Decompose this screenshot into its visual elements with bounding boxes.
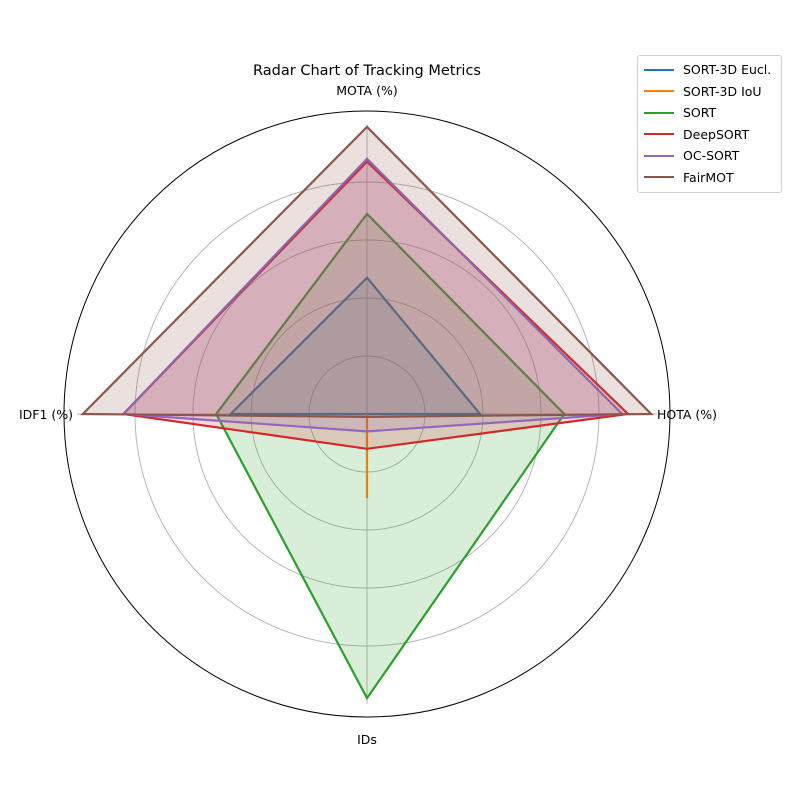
legend-swatch: [644, 111, 674, 114]
radar-outer-ring: [63, 110, 671, 718]
axis-label-hota: HOTA (%): [657, 407, 717, 422]
axis-label-idf1: IDF1 (%): [19, 407, 73, 422]
legend-swatch: [644, 154, 674, 157]
legend-swatch: [644, 176, 674, 179]
legend-label: DeepSORT: [683, 126, 750, 142]
series-line-oc-sort: [120, 157, 625, 433]
legend-item: SORT-3D Eucl.: [644, 59, 771, 81]
series-line-sort: [214, 212, 566, 701]
legend-swatch: [644, 68, 674, 71]
legend-label: SORT-3D Eucl.: [683, 62, 772, 78]
chart-title: Radar Chart of Tracking Metrics: [253, 63, 481, 79]
legend-swatch: [644, 90, 674, 93]
axis-labels: MOTA (%) HOTA (%) IDs IDF1 (%): [19, 83, 717, 747]
legend-label: OC-SORT: [683, 148, 740, 164]
legend-item: OC-SORT: [644, 145, 771, 167]
legend-label: SORT-3D IoU: [683, 83, 762, 99]
legend-label: SORT: [683, 105, 717, 121]
radar-series: [80, 125, 654, 701]
series-fill-sort-3d-eucl: [230, 277, 481, 414]
series-fill-fairmot: [82, 126, 652, 417]
series-fill-oc-sort: [123, 158, 623, 432]
legend-item: SORT: [644, 102, 771, 124]
legend-item: SORT-3D IoU: [644, 81, 771, 103]
chart-legend: SORT-3D Eucl. SORT-3D IoU SORT DeepSORT …: [637, 55, 783, 193]
legend-swatch: [644, 133, 674, 136]
legend-label: FairMOT: [683, 169, 734, 185]
axis-label-ids: IDs: [357, 732, 377, 747]
axis-label-mota: MOTA (%): [336, 83, 397, 98]
legend-item: FairMOT: [644, 167, 771, 189]
series-fill-deepsort: [123, 161, 629, 449]
legend-item: DeepSORT: [644, 124, 771, 146]
series-line-fairmot: [80, 125, 654, 419]
